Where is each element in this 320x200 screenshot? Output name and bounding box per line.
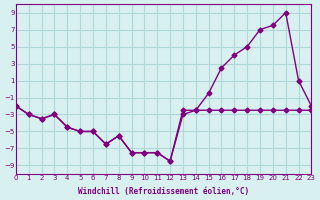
X-axis label: Windchill (Refroidissement éolien,°C): Windchill (Refroidissement éolien,°C) (78, 187, 249, 196)
